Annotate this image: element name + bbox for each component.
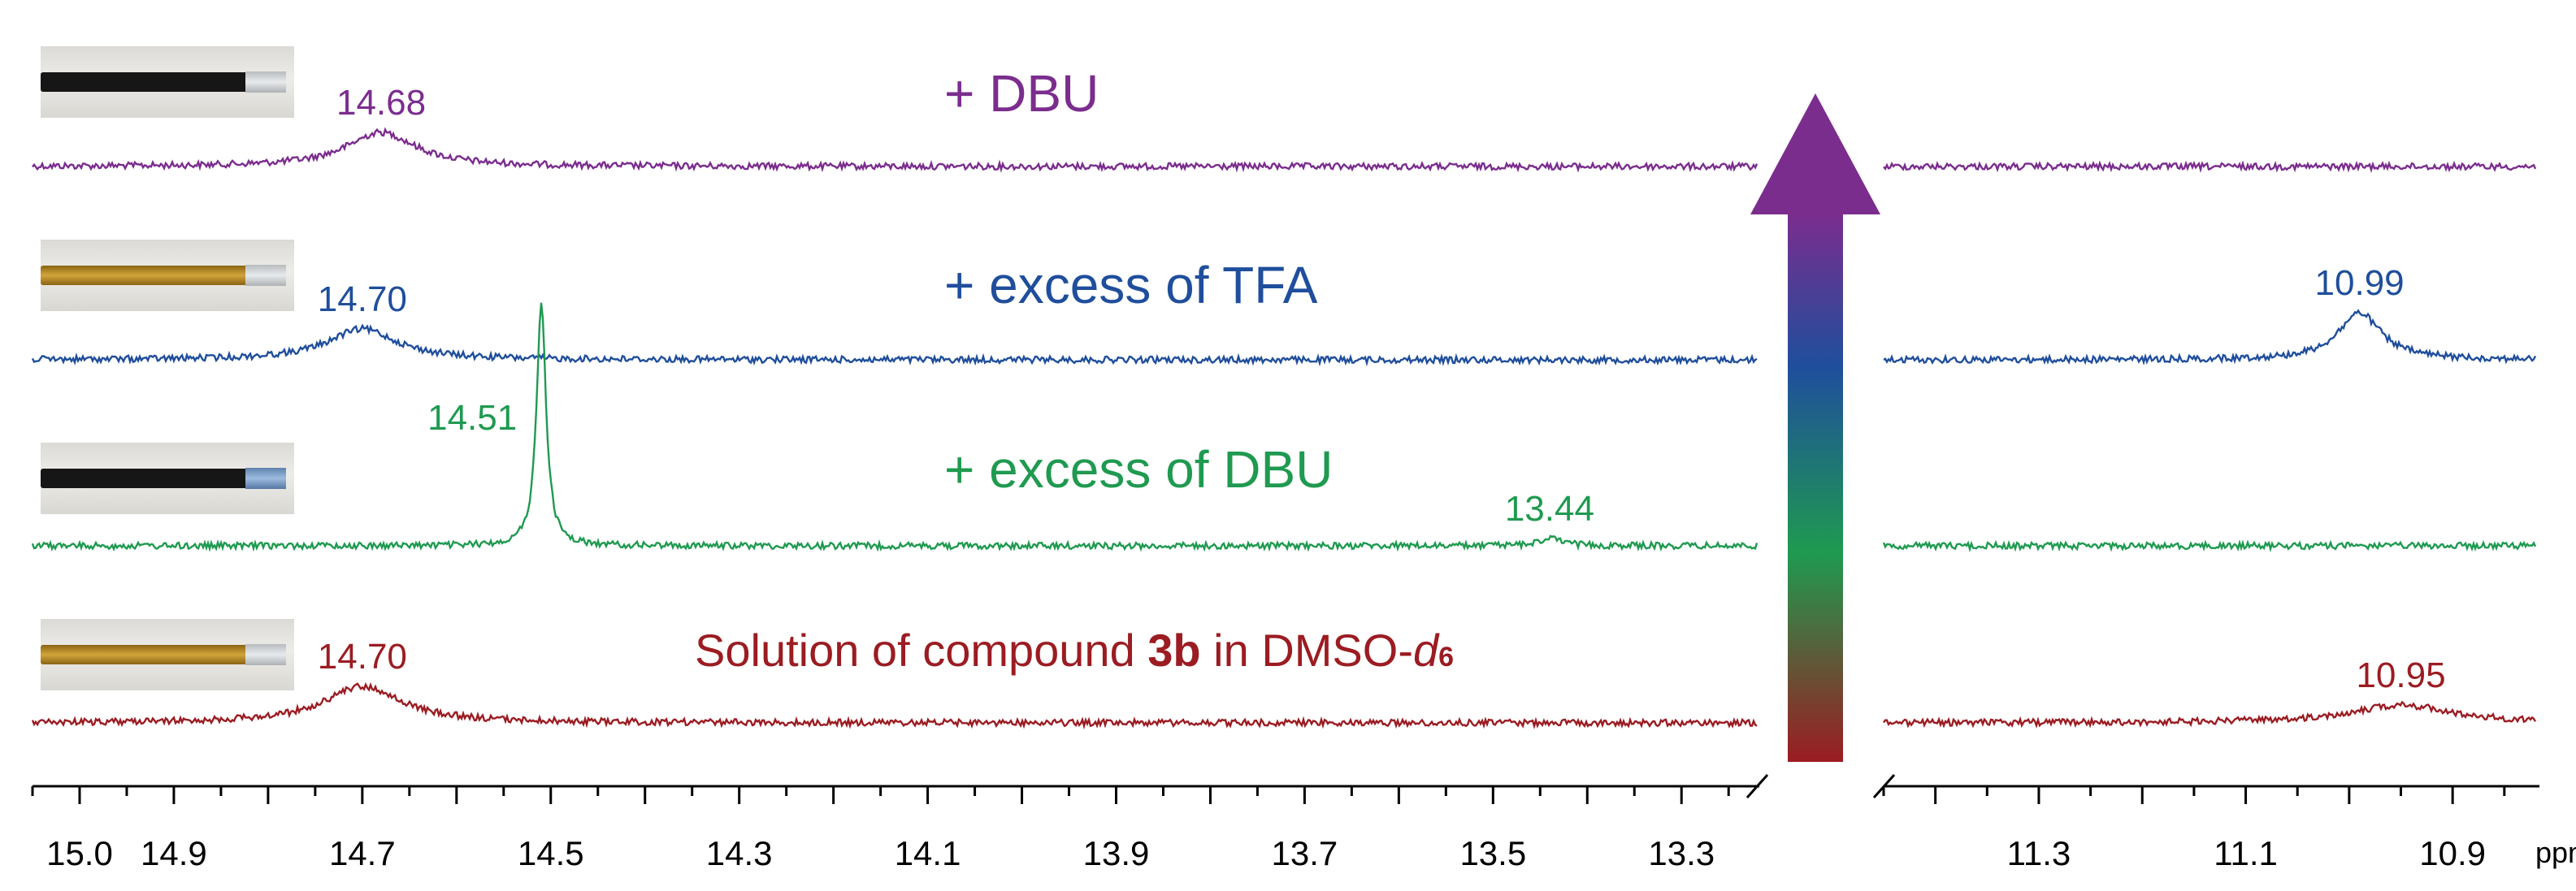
spectrum-trace (31, 323, 1758, 367)
series-label-dbu: + DBU (944, 64, 1099, 123)
tube-photo-dbu (41, 46, 294, 118)
tick-label: 13.9 (1083, 834, 1150, 872)
tick-label: 15.0 (46, 834, 113, 872)
tick-label: 14.5 (518, 834, 584, 872)
peak-labels: 14.68 14.70 10.99 14.51 13.44 14.70 10.95 (318, 83, 2446, 695)
tick-label: 13.3 (1648, 834, 1715, 872)
tick-label: 13.7 (1272, 834, 1338, 872)
peak-label: 14.68 (336, 83, 426, 123)
series-label-excess-dbu: + excess of DBU (944, 440, 1333, 499)
spectrum-trace (1882, 539, 2537, 553)
tube-cap (245, 265, 286, 286)
tube-cap (245, 71, 286, 93)
tube-liquid (41, 469, 248, 488)
x-axis (31, 774, 2539, 804)
spectrum-trace (1883, 309, 2537, 365)
tick-label: 14.9 (141, 834, 207, 872)
arrow-head (1750, 93, 1880, 214)
tick-label: 11.1 (2214, 834, 2278, 872)
tick-label: 10.9 (2419, 834, 2486, 872)
tick-label: 13.5 (1459, 834, 1526, 872)
spectrum-trace (32, 127, 1759, 173)
tube-photo-tfa (41, 240, 294, 311)
spectrum-trace (1883, 160, 2537, 174)
peak-label: 13.44 (1505, 489, 1594, 529)
x-axis-unit: ppm (2535, 836, 2576, 869)
tube-photo-solution (41, 619, 294, 690)
peak-label: 10.95 (2356, 655, 2445, 695)
solvent-italic: d (1413, 625, 1440, 676)
x-axis-labels: 15.0 14.9 14.7 14.5 14.3 14.1 13.9 13.7 13.5 13.3… (46, 834, 2576, 872)
series-label-solution: Solution of compound 3b in DMSO-d6 (695, 625, 1454, 676)
solution-solvent: in DMSO- (1201, 625, 1413, 676)
tube-liquid (41, 72, 248, 92)
tick-label: 14.1 (895, 834, 961, 872)
spectra-traces (31, 127, 2537, 730)
tick-label: 11.3 (2007, 834, 2071, 872)
tick-label: 14.7 (329, 834, 396, 872)
tube-photo-excess-dbu (41, 443, 294, 514)
peak-label: 14.51 (427, 398, 517, 438)
solution-text: Solution of compound (695, 625, 1147, 676)
peak-label: 14.70 (318, 637, 407, 677)
spectrum-trace (1883, 700, 2537, 729)
spectrum-trace (31, 681, 1758, 730)
tube-cap (245, 644, 286, 665)
spectrum-trace (31, 302, 1759, 552)
arrow-shaft (1788, 213, 1843, 762)
axis-break-mark (1746, 774, 1769, 798)
process-arrow (1750, 93, 1880, 762)
peak-label: 10.99 (2315, 263, 2405, 303)
compound-id: 3b (1147, 625, 1200, 676)
tube-liquid (41, 645, 248, 664)
solvent-subscript: 6 (1438, 642, 1454, 673)
tube-liquid (41, 266, 248, 285)
tick-label: 14.3 (706, 834, 773, 872)
series-label-tfa: + excess of TFA (944, 256, 1318, 314)
peak-label: 14.70 (318, 279, 407, 319)
tube-cap (245, 468, 286, 489)
